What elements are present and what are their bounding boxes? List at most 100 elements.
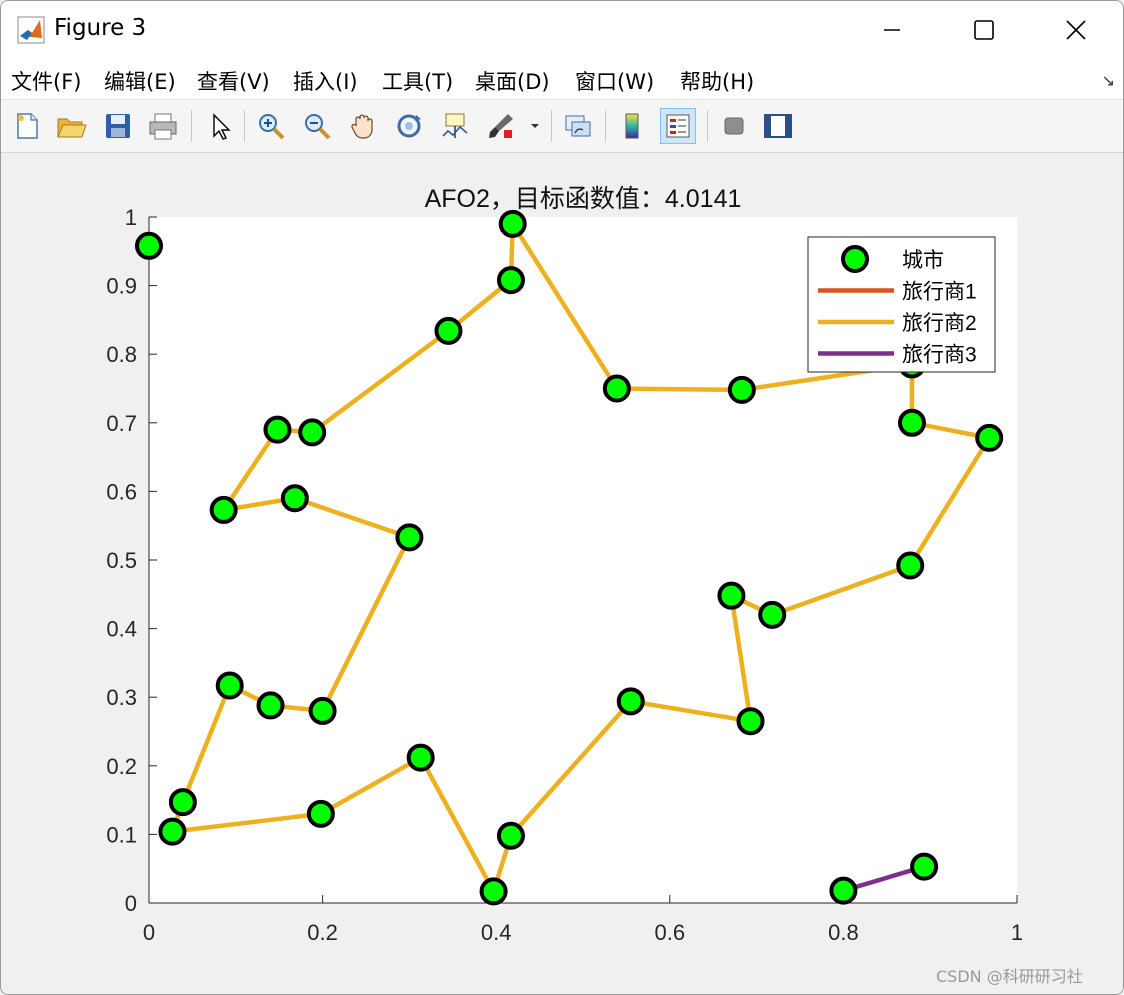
city-marker bbox=[975, 423, 1004, 452]
city-marker bbox=[910, 852, 939, 881]
x-tick-label: 1 bbox=[1011, 920, 1023, 945]
save-button[interactable] bbox=[100, 108, 136, 144]
city-marker bbox=[727, 375, 756, 404]
city-marker bbox=[280, 484, 309, 513]
zoom-in-button[interactable] bbox=[253, 108, 289, 144]
maximize-icon bbox=[974, 20, 994, 40]
data-cursor-icon bbox=[442, 113, 468, 138]
city-marker bbox=[215, 671, 244, 700]
plot-canvas[interactable]: AFO2，目标函数值：4.0141 0 0.2 0.4 0.6 0.8 1 0 0.1 0.2 0.… bbox=[1, 153, 1123, 994]
y-tick-label: 0.7 bbox=[106, 411, 137, 436]
menu-file[interactable]: 文件(F) bbox=[11, 70, 82, 94]
minimize-button[interactable] bbox=[846, 1, 938, 59]
menu-edit[interactable]: 编辑(E) bbox=[104, 70, 176, 94]
menu-help[interactable]: 帮助(H) bbox=[680, 70, 755, 94]
route-line-salesman-3 bbox=[842, 864, 925, 893]
menu-insert[interactable]: 插入(I) bbox=[293, 70, 358, 94]
legend-label: 城市 bbox=[902, 249, 944, 272]
toolbar-separator bbox=[605, 110, 606, 142]
legend-label: 旅行商1 bbox=[902, 281, 977, 304]
brush-icon bbox=[489, 114, 513, 138]
city-marker bbox=[496, 266, 525, 295]
menu-window[interactable]: 窗口(W) bbox=[575, 70, 655, 94]
x-tick-label: 0.4 bbox=[481, 920, 512, 945]
menu-view[interactable]: 查看(V) bbox=[197, 70, 270, 94]
colorbar-icon bbox=[625, 113, 639, 139]
close-icon bbox=[1066, 20, 1086, 40]
x-tick-label: 0.2 bbox=[307, 920, 338, 945]
y-tick-label: 0 bbox=[125, 891, 137, 916]
x-tick-label: 0.8 bbox=[828, 920, 859, 945]
toolbar-separator bbox=[551, 110, 552, 142]
city-marker bbox=[256, 691, 285, 720]
pointer-icon bbox=[213, 113, 231, 140]
pan-button[interactable] bbox=[345, 108, 381, 144]
city-marker bbox=[308, 696, 337, 725]
hide-plot-tools-button[interactable] bbox=[716, 108, 752, 144]
city-marker bbox=[168, 788, 197, 817]
insert-colorbar-button[interactable] bbox=[614, 108, 650, 144]
x-tick-label: 0 bbox=[143, 920, 155, 945]
figure-area: AFO2，目标函数值：4.0141 0 0.2 0.4 0.6 0.8 1 0 0.1 0.2 0.… bbox=[1, 153, 1123, 994]
edit-plot-button[interactable] bbox=[202, 108, 238, 144]
y-tick-label: 0.1 bbox=[106, 822, 137, 847]
link-plot-icon bbox=[565, 115, 591, 137]
city-marker bbox=[263, 415, 292, 444]
menu-tools[interactable]: 工具(T) bbox=[382, 70, 454, 94]
city-marker bbox=[158, 817, 187, 846]
pan-hand-icon bbox=[351, 114, 373, 139]
print-button[interactable] bbox=[145, 108, 181, 144]
city-marker bbox=[897, 408, 926, 437]
legend-city-marker bbox=[841, 245, 869, 273]
hide-plot-tools-icon bbox=[724, 117, 744, 135]
legend-label: 旅行商2 bbox=[902, 312, 977, 335]
brush-dropdown[interactable] bbox=[525, 108, 545, 144]
legend-box bbox=[807, 236, 996, 373]
y-tick-label: 0.6 bbox=[106, 479, 137, 504]
insert-legend-button[interactable] bbox=[660, 108, 696, 144]
figure-toolbar bbox=[1, 100, 1123, 153]
maximize-button[interactable] bbox=[938, 1, 1030, 59]
city-marker bbox=[616, 687, 645, 716]
legend-label: 旅行商3 bbox=[902, 344, 977, 367]
city-marker bbox=[479, 877, 508, 906]
city-marker bbox=[736, 707, 765, 736]
city-marker bbox=[602, 374, 631, 403]
y-tick-label: 0.8 bbox=[106, 342, 137, 367]
menu-bar: 文件(F) 编辑(E) 查看(V) 插入(I) 工具(T) 桌面(D) 窗口(W… bbox=[1, 59, 1123, 100]
zoom-out-button[interactable] bbox=[299, 108, 335, 144]
route-line-salesman-2 bbox=[170, 222, 992, 894]
title-bar[interactable]: Figure 3 bbox=[1, 1, 1123, 59]
city-marker bbox=[758, 600, 787, 629]
open-folder-icon bbox=[57, 118, 87, 138]
window-title: Figure 3 bbox=[54, 15, 147, 41]
y-tick-label: 0.5 bbox=[106, 548, 137, 573]
zoom-in-icon bbox=[259, 114, 285, 140]
open-file-button[interactable] bbox=[53, 108, 89, 144]
save-icon bbox=[106, 114, 130, 138]
rotate-3d-icon bbox=[397, 114, 421, 138]
watermark-text: CSDN @科研研习社 bbox=[936, 967, 1083, 986]
rotate-3d-button[interactable] bbox=[391, 108, 427, 144]
city-marker bbox=[434, 316, 463, 345]
data-cursor-button[interactable] bbox=[437, 108, 473, 144]
link-plot-button[interactable] bbox=[560, 108, 596, 144]
show-plot-tools-button[interactable] bbox=[760, 108, 796, 144]
menu-desktop[interactable]: 桌面(D) bbox=[475, 70, 550, 94]
city-marker bbox=[498, 209, 527, 238]
new-figure-button[interactable] bbox=[9, 108, 45, 144]
undock-arrow-icon[interactable]: ↘ bbox=[1101, 71, 1115, 90]
city-marker bbox=[896, 551, 925, 580]
close-button[interactable] bbox=[1030, 1, 1122, 59]
brush-button[interactable] bbox=[483, 108, 519, 144]
city-marker bbox=[135, 231, 163, 260]
toolbar-separator bbox=[191, 110, 192, 142]
city-marker bbox=[829, 876, 858, 905]
toolbar-separator bbox=[244, 110, 245, 142]
x-tick-label: 0.6 bbox=[655, 920, 686, 945]
legend-icon bbox=[666, 114, 690, 138]
y-tick-label: 0.9 bbox=[106, 274, 137, 299]
show-plot-tools-icon bbox=[764, 114, 792, 138]
toolbar-separator bbox=[707, 110, 708, 142]
